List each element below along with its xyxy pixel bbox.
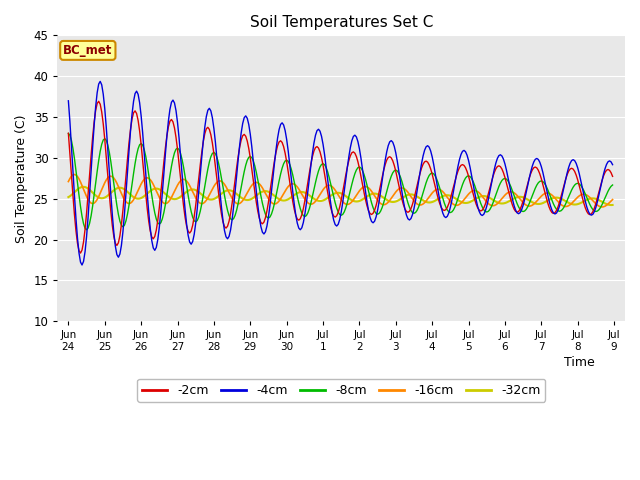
Title: Soil Temperatures Set C: Soil Temperatures Set C xyxy=(250,15,433,30)
Legend: -2cm, -4cm, -8cm, -16cm, -32cm: -2cm, -4cm, -8cm, -16cm, -32cm xyxy=(137,379,545,402)
Y-axis label: Soil Temperature (C): Soil Temperature (C) xyxy=(15,114,28,242)
Text: BC_met: BC_met xyxy=(63,44,113,57)
X-axis label: Time: Time xyxy=(564,356,595,369)
